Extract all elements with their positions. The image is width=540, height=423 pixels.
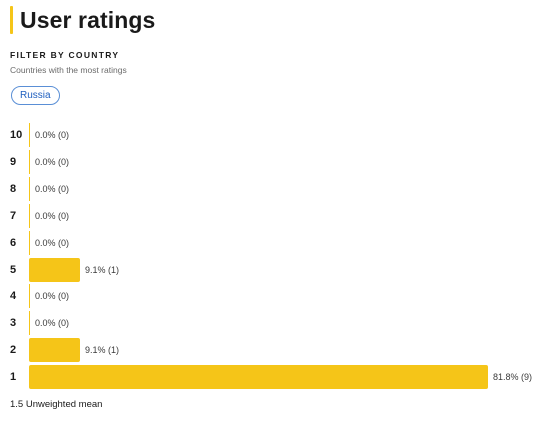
rating-row-10: 10 0.0% (0) <box>0 122 540 148</box>
rating-label: 10 <box>10 129 23 141</box>
page-title-block: User ratings <box>10 6 155 34</box>
rating-row-6: 6 0.0% (0) <box>0 230 540 256</box>
rating-value-label: 81.8% (9) <box>493 372 533 383</box>
rating-row-8: 8 0.0% (0) <box>0 176 540 202</box>
rating-label: 3 <box>10 317 17 330</box>
rating-row-9: 9 0.0% (0) <box>0 149 540 175</box>
unweighted-mean: 1.5 Unweighted mean <box>10 399 103 410</box>
page-title: User ratings <box>20 6 156 33</box>
rating-bar <box>29 338 80 363</box>
rating-label: 9 <box>10 155 17 168</box>
rating-row-1: 1 81.8% (9) <box>0 364 540 390</box>
rating-value-label: 0.0% (0) <box>35 130 70 140</box>
rating-bar-empty <box>29 149 30 174</box>
rating-label: 4 <box>10 290 17 303</box>
rating-bar-empty <box>29 176 30 201</box>
title-accent-bar <box>10 6 13 34</box>
rating-bar-empty <box>29 123 30 147</box>
rating-label: 2 <box>10 344 17 357</box>
rating-bar <box>29 365 488 390</box>
rating-row-3: 3 0.0% (0) <box>0 310 540 336</box>
rating-label: 8 <box>10 182 17 195</box>
rating-bar-empty <box>29 203 30 228</box>
rating-value-label: 0.0% (0) <box>35 237 70 248</box>
rating-value-label: 9.1% (1) <box>85 264 120 275</box>
rating-label: 7 <box>10 209 17 222</box>
filter-heading: FILTER BY COUNTRY <box>10 50 120 60</box>
rating-row-2: 2 9.1% (1) <box>0 337 540 363</box>
rating-value-label: 0.0% (0) <box>35 183 70 194</box>
rating-bar-empty <box>29 311 30 336</box>
rating-bar <box>29 257 80 282</box>
rating-value-label: 0.0% (0) <box>35 318 70 329</box>
rating-bar-empty <box>29 284 30 309</box>
rating-label: 5 <box>10 263 17 276</box>
rating-value-label: 9.1% (1) <box>85 345 120 356</box>
rating-row-5: 5 9.1% (1) <box>0 257 540 283</box>
rating-value-label: 0.0% (0) <box>35 210 70 221</box>
rating-label: 1 <box>10 371 17 384</box>
rating-row-7: 7 0.0% (0) <box>0 203 540 229</box>
rating-value-label: 0.0% (0) <box>35 156 70 167</box>
rating-value-label: 0.0% (0) <box>35 291 70 302</box>
rating-label: 6 <box>10 236 17 249</box>
rating-row-4: 4 0.0% (0) <box>0 283 540 309</box>
filter-subtitle: Countries with the most ratings <box>10 65 127 75</box>
country-chip-russia[interactable]: Russia <box>11 86 60 105</box>
rating-bar-empty <box>29 230 30 255</box>
